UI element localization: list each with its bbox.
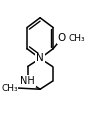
Text: O: O (58, 33, 66, 43)
Text: CH₃: CH₃ (68, 34, 85, 43)
Text: N: N (36, 53, 44, 63)
Text: NH: NH (20, 76, 35, 86)
Text: CH₃: CH₃ (1, 84, 18, 93)
